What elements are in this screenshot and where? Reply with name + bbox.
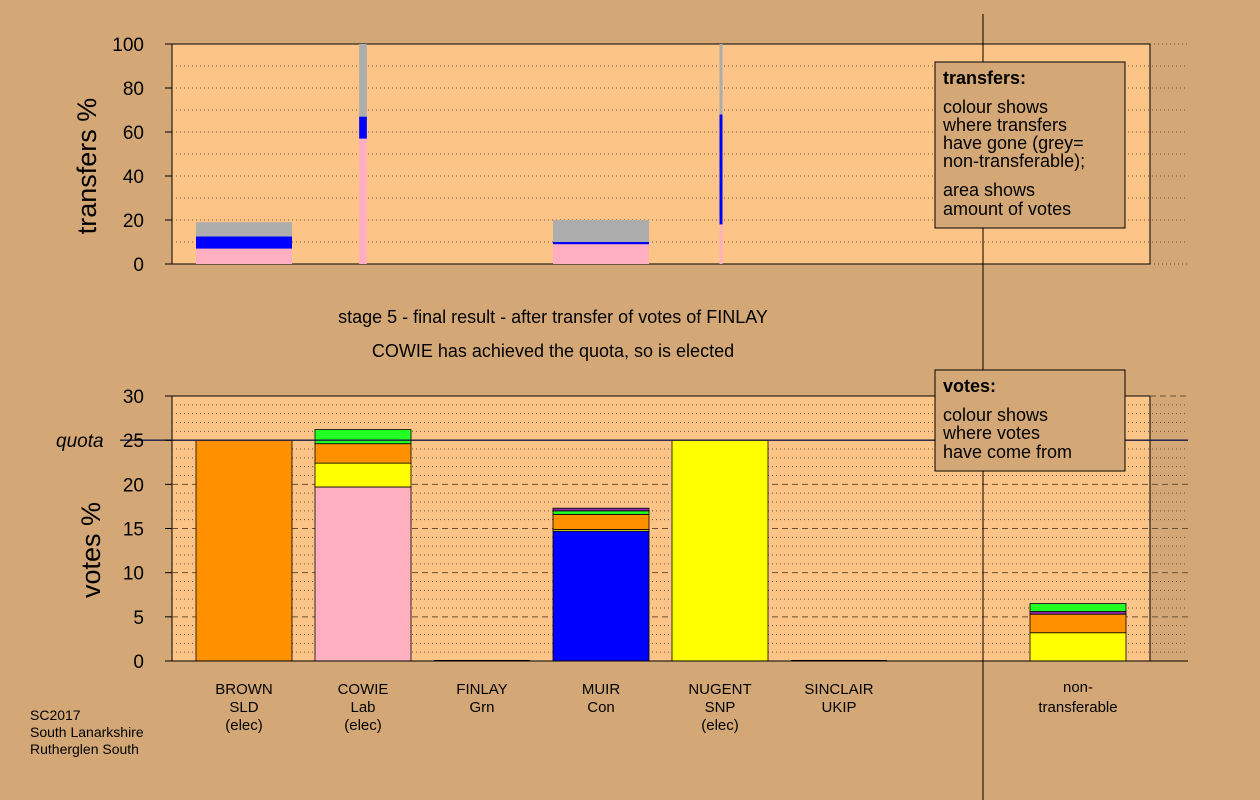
candidate-label: UKIP: [821, 699, 856, 716]
votes-tick-label: 15: [123, 520, 144, 541]
vote-segment-con: [552, 530, 650, 662]
vote-segment-sld: [1029, 613, 1127, 634]
transfers-legend-title: transfers:: [943, 68, 1026, 88]
transfers-grid: [172, 43, 1188, 265]
candidate-label: SLD: [229, 699, 258, 716]
footer-line: SC2017: [30, 707, 81, 723]
transfer-segment-lab: [196, 248, 292, 264]
votes-tick-label: 5: [133, 608, 144, 629]
stage-caption: stage 5 - final result - after transfer …: [338, 307, 768, 327]
votes-legend-title: votes:: [943, 376, 996, 396]
transfers-y-axis-label: transfers %: [72, 98, 102, 235]
transfer-segment-con: [359, 116, 367, 139]
footer-line: South Lanarkshire: [30, 724, 144, 740]
transfers-legend-line: have gone (grey=: [943, 133, 1084, 153]
footer-caption: SC2017 South Lanarkshire Rutherglen Sout…: [30, 707, 144, 757]
candidate-labels: BROWNSLD(elec)COWIELab(elec)FINLAYGrnMUI…: [215, 679, 1117, 734]
candidate-label: NUGENT: [688, 681, 751, 698]
transfer-segment-nontransferable: [553, 220, 649, 242]
transfer-segment-con: [196, 236, 292, 249]
transfers-tick-label: 100: [112, 35, 144, 56]
candidate-label: SNP: [705, 699, 736, 716]
vote-segment-grn: [314, 429, 412, 445]
transfers-y-ticks: 0 20 40 60 80 100: [112, 35, 172, 276]
vote-segment-grn: [552, 510, 650, 515]
candidate-label: (elec): [225, 717, 263, 734]
transfer-segment-nontransferable: [196, 222, 292, 237]
candidate-label: FINLAY: [456, 681, 507, 698]
candidate-label: Lab: [350, 699, 375, 716]
votes-legend-line: colour shows: [943, 405, 1048, 425]
transfers-legend-line: where transfers: [942, 115, 1067, 135]
vote-segment-lab: [314, 486, 412, 662]
transfers-legend-line: area shows: [943, 180, 1035, 200]
transfer-segment-lab: [719, 224, 723, 264]
vote-segment-sld: [314, 443, 412, 464]
vote-segment-snp: [1029, 632, 1127, 662]
transfer-segment-lab: [553, 244, 649, 264]
votes-bars: [120, 429, 1188, 662]
transfer-segment-con: [553, 242, 649, 245]
votes-y-ticks: 0 5 10 15 20 25 30 quota: [56, 387, 172, 673]
nontransferable-label: non-: [1063, 679, 1093, 696]
candidate-label: COWIE: [338, 681, 389, 698]
votes-tick-label: 0: [133, 652, 144, 673]
candidate-label: MUIR: [582, 681, 620, 698]
vote-segment-sld: [552, 513, 650, 530]
transfer-segment-nontransferable: [719, 44, 723, 115]
votes-legend-line: have come from: [943, 442, 1072, 462]
transfer-segment-lab: [359, 138, 367, 264]
vote-segment-snp: [314, 462, 412, 488]
transfers-legend: transfers: colour shows where transfers …: [934, 61, 1126, 229]
candidate-label: Con: [587, 699, 615, 716]
votes-tick-label: 20: [123, 475, 144, 496]
transfers-tick-label: 20: [123, 211, 144, 232]
transfers-tick-label: 80: [123, 79, 144, 100]
votes-legend: votes: colour shows where votes have com…: [934, 369, 1126, 472]
votes-y-axis-label: votes %: [76, 502, 106, 598]
transfer-segment-nontransferable: [359, 44, 367, 117]
vote-segment-sld: [195, 439, 293, 662]
quota-label: quota: [56, 431, 104, 452]
elected-caption: COWIE has achieved the quota, so is elec…: [372, 341, 734, 361]
candidate-label: SINCLAIR: [804, 681, 873, 698]
transfers-tick-label: 40: [123, 167, 144, 188]
votes-tick-label: 25: [123, 431, 144, 452]
transfer-segment-con: [719, 114, 723, 225]
transfers-legend-line: non-transferable);: [943, 151, 1085, 171]
transfers-legend-line: amount of votes: [943, 199, 1071, 219]
transfers-bars: [196, 44, 723, 264]
candidate-label: BROWN: [215, 681, 273, 698]
votes-tick-label: 30: [123, 387, 144, 408]
candidate-label: (elec): [344, 717, 382, 734]
nontransferable-label: transferable: [1038, 699, 1117, 716]
candidate-label: (elec): [701, 717, 739, 734]
transfers-tick-label: 0: [133, 255, 144, 276]
vote-segment-grn: [1029, 603, 1127, 612]
vote-segment-snp: [671, 439, 769, 662]
vote-segment-ukip: [552, 507, 650, 512]
transfers-tick-label: 60: [123, 123, 144, 144]
footer-line: Rutherglen South: [30, 741, 139, 757]
votes-legend-line: where votes: [942, 423, 1040, 443]
transfers-legend-line: colour shows: [943, 97, 1048, 117]
votes-tick-label: 10: [123, 564, 144, 585]
candidate-label: Grn: [469, 699, 494, 716]
